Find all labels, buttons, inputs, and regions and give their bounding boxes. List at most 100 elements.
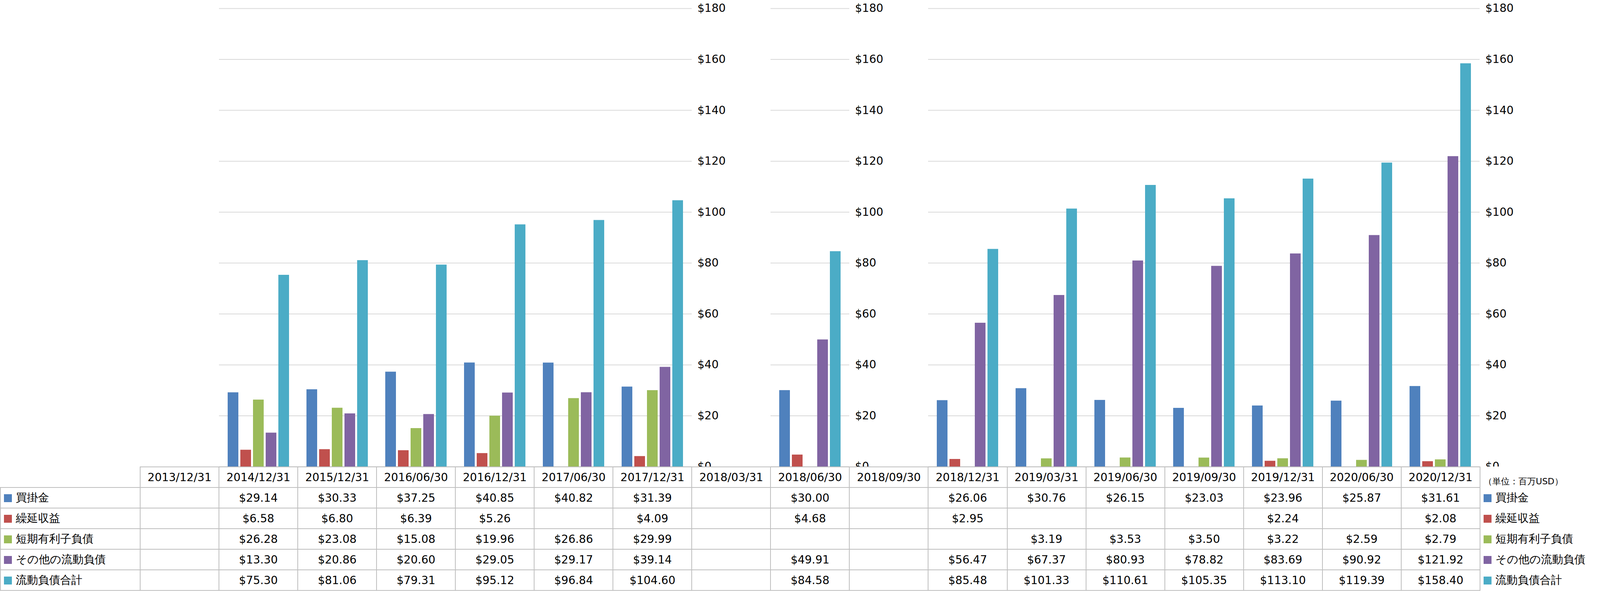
html-text:$3.22: $3.22 [1267, 532, 1299, 546]
html-text:$31.61: $31.61 [1421, 491, 1460, 505]
svg-text:$0: $0 [1485, 459, 1500, 467]
html-text:短期有利子負債: 短期有利子負債 [1495, 532, 1573, 546]
svg-text:$0: $0 [697, 459, 712, 467]
html-text:$15.08: $15.08 [396, 532, 436, 546]
html-text:$26.86: $26.86 [554, 532, 594, 546]
svg-text:$40: $40 [855, 357, 877, 371]
html-text:$23.03: $23.03 [1184, 491, 1224, 505]
html-text:短期有利子負債: 短期有利子負債 [15, 532, 94, 546]
html-text:$40.85: $40.85 [475, 491, 515, 505]
html-text:$26.15: $26.15 [1105, 491, 1145, 505]
html-text:$29.05: $29.05 [475, 552, 515, 566]
svg-text:$100: $100 [1485, 205, 1514, 219]
html-text:$29.17: $29.17 [554, 552, 594, 566]
svg-text:$140: $140 [697, 103, 726, 117]
html-text:2019/12/31: 2019/12/31 [1250, 470, 1315, 484]
html-text:繰延収益: 繰延収益 [15, 511, 61, 525]
html-text:$2.08: $2.08 [1424, 511, 1457, 525]
html-text:$23.96: $23.96 [1263, 491, 1303, 505]
svg-text:$0: $0 [855, 459, 870, 467]
html-text:$3.19: $3.19 [1030, 532, 1063, 546]
html-text:$2.95: $2.95 [951, 511, 984, 525]
html-text:2019/06/30: 2019/06/30 [1093, 470, 1158, 484]
html-text:2018/12/31: 2018/12/31 [935, 470, 1000, 484]
html-text:2015/12/31: 2015/12/31 [305, 470, 370, 484]
html-text:2016/06/30: 2016/06/30 [384, 470, 448, 484]
html-text:$30.00: $30.00 [790, 491, 830, 505]
svg-text:$160: $160 [1485, 52, 1514, 66]
html-text:2016/12/31: 2016/12/31 [462, 470, 527, 484]
html-text:$4.09: $4.09 [636, 511, 669, 525]
svg-text:$160: $160 [697, 52, 726, 66]
svg-text:$100: $100 [855, 205, 884, 219]
html-text:$20.86: $20.86 [317, 552, 357, 566]
html-text:その他の流動負債: その他の流動負債 [15, 552, 106, 566]
svg-text:$140: $140 [1485, 103, 1514, 117]
svg-text:$120: $120 [1485, 154, 1514, 168]
svg-text:$60: $60 [855, 307, 877, 321]
html-text:$2.79: $2.79 [1424, 532, 1457, 546]
html-text:$2.59: $2.59 [1345, 532, 1378, 546]
html-text:$19.96: $19.96 [475, 532, 515, 546]
html-text:2020/12/31: 2020/12/31 [1408, 470, 1473, 484]
svg-text:$40: $40 [697, 357, 719, 371]
svg-text:$120: $120 [855, 154, 884, 168]
html-text:2013/12/31: 2013/12/31 [147, 470, 212, 484]
html-text:$29.99: $29.99 [633, 532, 672, 546]
html-text:$6.80: $6.80 [321, 511, 354, 525]
html-text:$37.25: $37.25 [396, 491, 436, 505]
html-text:$23.08: $23.08 [317, 532, 357, 546]
html-text:2018/03/31: 2018/03/31 [699, 470, 764, 484]
svg-text:$80: $80 [855, 256, 877, 270]
svg-text:$80: $80 [1485, 256, 1507, 270]
html-text:買掛金: 買掛金 [1495, 490, 1529, 505]
html-text:$25.87: $25.87 [1342, 491, 1382, 505]
svg-text:$180: $180 [855, 1, 884, 15]
html-text:$39.14: $39.14 [633, 552, 672, 566]
html-text:2018/06/30: 2018/06/30 [778, 470, 843, 484]
svg-text:$20: $20 [1485, 409, 1507, 423]
html-text:$13.30: $13.30 [238, 552, 278, 566]
html-text:$6.58: $6.58 [242, 511, 275, 525]
html-text:$78.82: $78.82 [1184, 552, 1224, 566]
svg-text:$20: $20 [855, 409, 877, 423]
html-text:$5.26: $5.26 [478, 511, 511, 525]
html-text:2018/09/30: 2018/09/30 [856, 470, 921, 484]
svg-text:$60: $60 [697, 307, 719, 321]
html-text:$30.33: $30.33 [317, 491, 357, 505]
html-text:繰延収益: 繰延収益 [1495, 511, 1540, 525]
html-text:$3.50: $3.50 [1188, 532, 1220, 546]
html-text:$31.39: $31.39 [633, 491, 672, 505]
html-text:2020/06/30: 2020/06/30 [1329, 470, 1394, 484]
svg-text:$140: $140 [855, 103, 884, 117]
svg-text:$180: $180 [1485, 1, 1514, 15]
html-text:$26.06: $26.06 [948, 491, 988, 505]
html-text:$80.93: $80.93 [1105, 552, 1145, 566]
html-text:$40.82: $40.82 [554, 491, 594, 505]
html-text:2017/12/31: 2017/12/31 [620, 470, 685, 484]
svg-text:$60: $60 [1485, 307, 1507, 321]
html-text:$6.39: $6.39 [400, 511, 432, 525]
html-text:$2.24: $2.24 [1267, 511, 1299, 525]
html-text:$3.53: $3.53 [1109, 532, 1142, 546]
html-text:$4.68: $4.68 [794, 511, 826, 525]
html-text:$67.37: $67.37 [1027, 552, 1066, 566]
html-text:$26.28: $26.28 [238, 532, 278, 546]
svg-text:$100: $100 [697, 205, 726, 219]
svg-text:$120: $120 [697, 154, 726, 168]
html-text:2019/03/31: 2019/03/31 [1014, 470, 1079, 484]
html-text:$20.60: $20.60 [396, 552, 436, 566]
svg-text:$20: $20 [697, 409, 719, 423]
html-text:$56.47: $56.47 [948, 552, 988, 566]
html-text:買掛金: 買掛金 [15, 490, 50, 505]
html-text:2014/12/31: 2014/12/31 [226, 470, 291, 484]
svg-text:$80: $80 [697, 256, 719, 270]
svg-text:$40: $40 [1485, 357, 1507, 371]
svg-text:$180: $180 [697, 1, 726, 15]
svg-text:$160: $160 [855, 52, 884, 66]
html-text:$30.76: $30.76 [1027, 491, 1066, 505]
html-text:2017/06/30: 2017/06/30 [541, 470, 606, 484]
html-text:2019/09/30: 2019/09/30 [1172, 470, 1237, 484]
html-text:$49.91: $49.91 [790, 552, 830, 566]
html-text:$29.14: $29.14 [238, 491, 278, 505]
